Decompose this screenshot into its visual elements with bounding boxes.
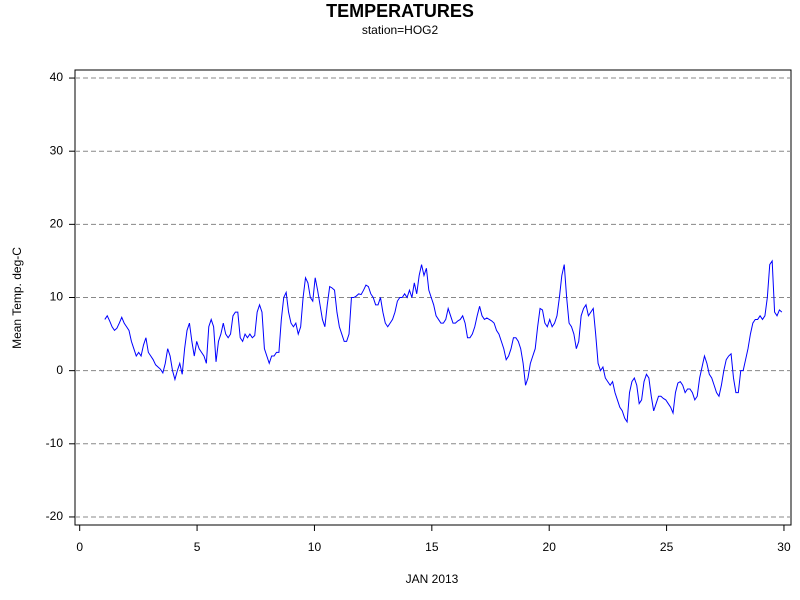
x-tick-label: 25: [660, 540, 674, 554]
y-tick-label: 10: [50, 290, 64, 304]
x-tick-label: 20: [543, 540, 557, 554]
x-tick-label: 5: [194, 540, 201, 554]
y-tick-label: 20: [50, 217, 64, 231]
y-tick-label: 40: [50, 70, 64, 84]
chart-title: TEMPERATURES: [326, 1, 474, 21]
x-tick-label: 15: [425, 540, 439, 554]
x-axis-label: JAN 2013: [406, 572, 459, 586]
y-tick-label: -20: [46, 509, 64, 523]
x-tick-label: 0: [76, 540, 83, 554]
y-tick-label: 30: [50, 143, 64, 157]
x-tick-label: 30: [777, 540, 791, 554]
data-line: [104, 259, 783, 424]
chart-subtitle: station=HOG2: [362, 23, 439, 37]
x-tick-label: 10: [308, 540, 322, 554]
y-axis-label: Mean Temp. deg-C: [10, 247, 24, 349]
y-tick-label: -10: [46, 436, 64, 450]
y-tick-label: 0: [56, 363, 63, 377]
